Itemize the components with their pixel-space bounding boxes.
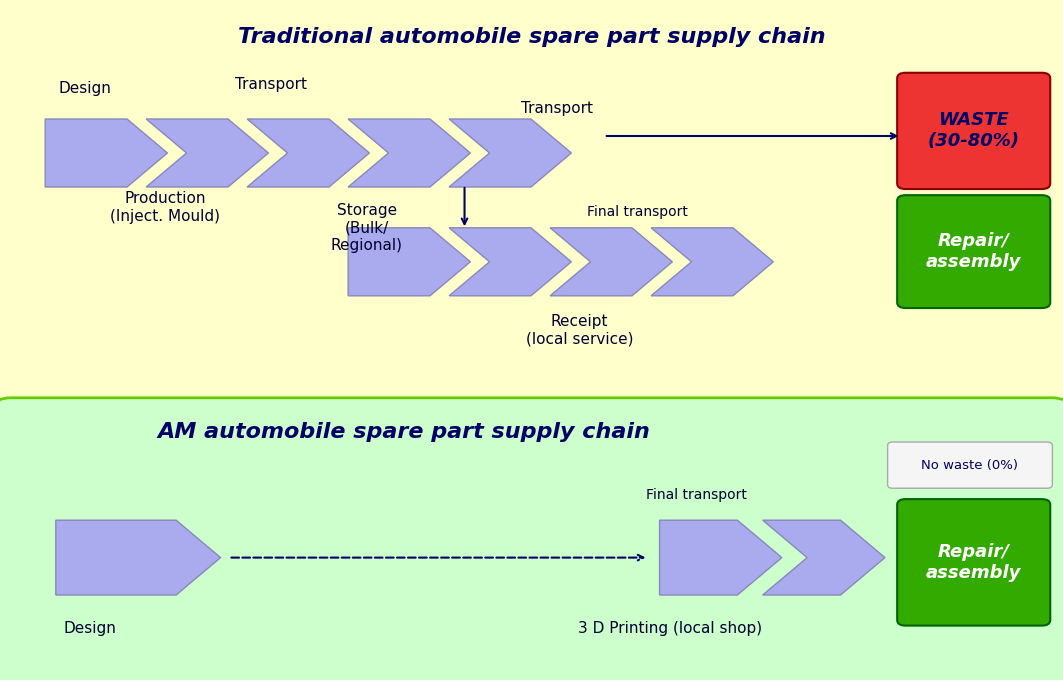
Polygon shape: [349, 119, 470, 187]
Text: Receipt
(local service): Receipt (local service): [525, 313, 634, 346]
Text: Storage
(Bulk/
Regional): Storage (Bulk/ Regional): [331, 203, 403, 253]
Polygon shape: [450, 119, 572, 187]
Text: AM automobile spare part supply chain: AM automobile spare part supply chain: [157, 422, 651, 442]
Polygon shape: [450, 228, 572, 296]
Text: Design: Design: [64, 622, 117, 636]
Polygon shape: [45, 119, 168, 187]
Text: Final transport: Final transport: [646, 488, 746, 502]
Text: Production
(Inject. Mould): Production (Inject. Mould): [109, 191, 220, 224]
Polygon shape: [652, 228, 774, 296]
Polygon shape: [551, 228, 672, 296]
Text: Design: Design: [58, 81, 112, 96]
Text: No waste (0%): No waste (0%): [921, 458, 1018, 472]
Text: 3 D Printing (local shop): 3 D Printing (local shop): [577, 622, 762, 636]
Text: Transport: Transport: [235, 78, 307, 92]
Polygon shape: [247, 119, 370, 187]
Polygon shape: [763, 520, 884, 595]
Polygon shape: [147, 119, 269, 187]
FancyBboxPatch shape: [897, 195, 1050, 308]
Text: Repair/
assembly: Repair/ assembly: [926, 543, 1022, 582]
FancyBboxPatch shape: [897, 73, 1050, 189]
Polygon shape: [56, 520, 221, 595]
Polygon shape: [660, 520, 782, 595]
FancyBboxPatch shape: [0, 398, 1063, 680]
FancyBboxPatch shape: [888, 442, 1052, 488]
FancyBboxPatch shape: [0, 0, 1063, 405]
Text: Transport: Transport: [521, 101, 593, 116]
Text: Repair/
assembly: Repair/ assembly: [926, 232, 1022, 271]
Text: WASTE
(30-80%): WASTE (30-80%): [928, 111, 1019, 150]
Text: Traditional automobile spare part supply chain: Traditional automobile spare part supply…: [238, 27, 825, 48]
Text: Final transport: Final transport: [588, 205, 688, 219]
Polygon shape: [349, 228, 470, 296]
FancyBboxPatch shape: [897, 499, 1050, 626]
